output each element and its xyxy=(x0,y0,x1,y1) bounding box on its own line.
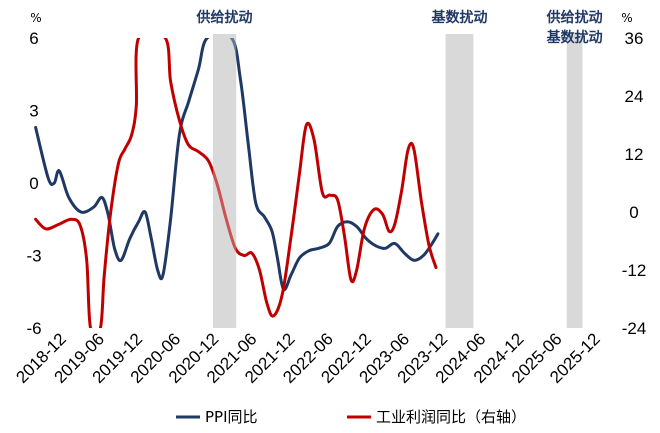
right-tick-label: 12 xyxy=(625,145,644,164)
legend-label: PPI同比 xyxy=(205,408,258,426)
right-tick-label: 24 xyxy=(625,87,644,106)
shaded-period-3 xyxy=(566,34,583,328)
left-tick-label: 6 xyxy=(29,29,38,48)
right-tick-label: 36 xyxy=(625,29,644,48)
right-tick-label: 0 xyxy=(629,203,638,222)
left-axis: % 6 3 0 -3 -6 xyxy=(26,11,41,338)
x-axis: 2018-122019-062019-122020-062020-122021-… xyxy=(12,329,603,387)
shaded-period-overlay xyxy=(212,38,237,328)
shaded-periods xyxy=(212,34,583,328)
legend-label: 工业利润同比（右轴） xyxy=(376,408,526,426)
series-line-industrial-profit xyxy=(34,38,438,328)
shaded-period-label: 供给扰动 xyxy=(196,9,253,26)
right-axis-unit: % xyxy=(621,11,632,25)
shaded-period-overlay xyxy=(445,38,474,328)
shaded-period-1 xyxy=(212,34,237,328)
left-tick-label: -3 xyxy=(26,247,41,266)
shaded-period-label: 基数扰动 xyxy=(547,29,603,46)
shaded-period-2 xyxy=(445,34,474,328)
left-tick-label: -6 xyxy=(26,319,41,338)
left-tick-label: 0 xyxy=(29,174,38,193)
left-axis-unit: % xyxy=(30,11,41,25)
shaded-period-label: 基数扰动 xyxy=(431,9,487,26)
left-tick-label: 3 xyxy=(29,102,38,121)
shaded-period-label: 供给扰动 xyxy=(546,9,603,26)
shaded-period-overlay xyxy=(566,38,583,328)
right-axis: % 36 24 12 0 -12 -24 xyxy=(621,11,646,338)
series-line-ppi xyxy=(34,38,440,292)
right-tick-label: -12 xyxy=(622,261,647,280)
legend: PPI同比 工业利润同比（右轴） xyxy=(176,408,526,426)
right-tick-label: -24 xyxy=(622,319,647,338)
series-lines xyxy=(34,38,583,328)
